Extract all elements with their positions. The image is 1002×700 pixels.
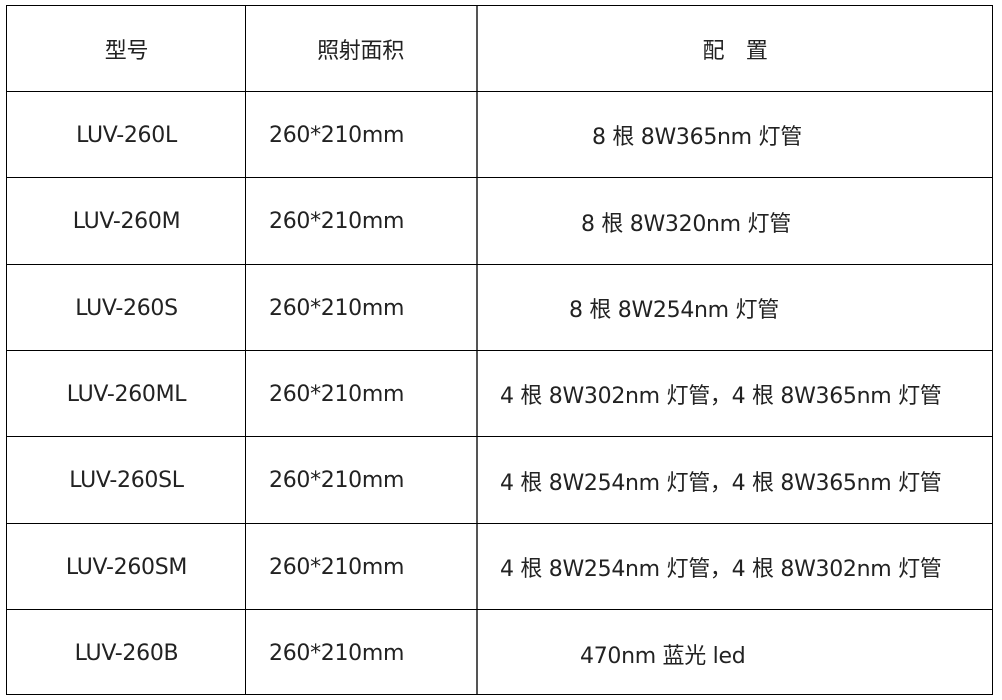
table-row: LUV-260M 260*210mm 8 根 8W320nm 灯管 (7, 177, 992, 265)
cell-area: 260*210mm (269, 641, 405, 666)
cell-area: 260*210mm (269, 122, 405, 148)
header-row: 型号 照射面积 配 置 (7, 6, 992, 91)
cell-model: LUV-260B (74, 641, 179, 666)
cell-model: LUV-260SM (65, 554, 188, 580)
table-row: LUV-260SM 260*210mm 4 根 8W254nm 灯管，4 根 8W3… (7, 523, 992, 610)
cell-model: LUV-260S (75, 295, 178, 321)
cell-model: LUV-260M (72, 209, 181, 234)
cell-model: LUV-260SL (69, 468, 184, 493)
table-row: LUV-260ML 260*210mm 4 根 8W302nm 灯管，4 根 8W3… (7, 350, 992, 437)
cell-area: 260*210mm (269, 295, 405, 321)
header-config: 配 置 (702, 38, 768, 64)
spec-table: 型号 照射面积 配 置 LUV-260L 260*210mm 8 根 8W365nm 灯管… (6, 5, 993, 695)
table-row: LUV-260S 260*210mm 8 根 8W254nm 灯管 (7, 264, 992, 351)
cell-area: 260*210mm (269, 554, 405, 580)
header-model: 型号 (104, 38, 149, 64)
cell-config: 4 根 8W302nm 灯管，4 根 8W365nm 灯管 (500, 384, 942, 409)
cell-config: 4 根 8W254nm 灯管，4 根 8W365nm 灯管 (500, 470, 942, 496)
table-row: LUV-260B 260*210mm 470nm 蓝光 led (7, 609, 992, 697)
cell-config: 8 根 8W365nm 灯管 (592, 125, 802, 150)
cell-config: 8 根 8W254nm 灯管 (569, 298, 779, 323)
header-area: 照射面积 (317, 38, 404, 64)
cell-area: 260*210mm (269, 381, 405, 407)
table-row: LUV-260SL 260*210mm 4 根 8W254nm 灯管，4 根 8W3… (7, 436, 992, 524)
cell-model: LUV-260L (76, 122, 177, 148)
cell-area: 260*210mm (269, 468, 405, 493)
cell-config: 4 根 8W254nm 灯管，4 根 8W302nm 灯管 (500, 557, 942, 582)
table-row: LUV-260L 260*210mm 8 根 8W365nm 灯管 (7, 91, 992, 178)
cell-model: LUV-260ML (66, 381, 187, 407)
cell-area: 260*210mm (269, 209, 405, 234)
cell-config: 470nm 蓝光 led (580, 643, 746, 669)
cell-config: 8 根 8W320nm 灯管 (581, 211, 791, 237)
